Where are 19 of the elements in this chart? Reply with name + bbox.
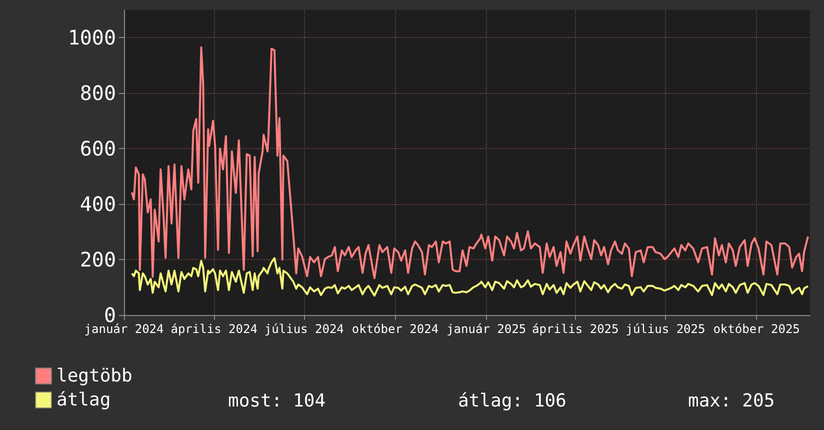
x-tick-label: október 2025 bbox=[713, 322, 800, 336]
x-tick-label: április 2024 bbox=[170, 322, 258, 336]
y-tick-label: 200 bbox=[80, 248, 116, 272]
x-tick-label: július 2024 bbox=[264, 322, 344, 336]
legend-label: legtöbb bbox=[56, 366, 132, 386]
x-tick-label: október 2024 bbox=[352, 322, 439, 336]
y-tick-label: 1000 bbox=[68, 26, 116, 50]
y-tick-label: 600 bbox=[80, 136, 116, 161]
x-tick-label: július 2025 bbox=[626, 322, 706, 336]
x-tick-label: április 2025 bbox=[532, 322, 619, 336]
text: max: 205 bbox=[688, 390, 775, 412]
text: most: 104 bbox=[228, 390, 326, 412]
y-tick-label: 400 bbox=[80, 192, 116, 216]
x-tick-label: január 2025 bbox=[446, 322, 526, 336]
line-series bbox=[130, 46, 810, 280]
y-tick-label: 800 bbox=[80, 81, 116, 106]
legend-label: átlag bbox=[56, 390, 111, 410]
text: átlag: 106 bbox=[458, 390, 566, 412]
line-series bbox=[130, 257, 810, 297]
